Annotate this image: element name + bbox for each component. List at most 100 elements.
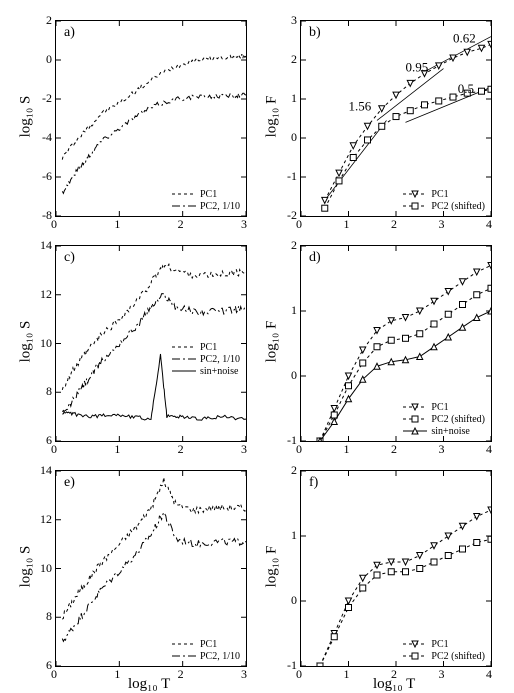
xtick: 4 <box>486 442 492 457</box>
panel-letter-a: a) <box>64 25 75 41</box>
xtick: 1 <box>114 667 120 682</box>
xtick: 1 <box>344 667 350 682</box>
ytick: 6 <box>46 433 52 448</box>
ytick: 14 <box>40 238 52 253</box>
ytick: 10 <box>40 561 52 576</box>
ylabel-d: log₁₀ F <box>263 321 280 363</box>
xtick: 1 <box>344 442 350 457</box>
xtick: 3 <box>241 667 247 682</box>
panel-letter-e: e) <box>64 475 75 491</box>
xtick: 2 <box>178 667 184 682</box>
xtick: 3 <box>439 442 445 457</box>
xtick: 2 <box>391 667 397 682</box>
legend-f: PC1PC2 (shifted) <box>403 638 485 662</box>
ytick: 1 <box>291 91 297 106</box>
legend-label: PC2, 1/10 <box>200 651 240 662</box>
chart-e <box>56 471 246 666</box>
legend-label: PC1 <box>200 189 217 200</box>
legend-label: PC1 <box>431 402 448 413</box>
ylabel-f: log₁₀ F <box>263 546 280 588</box>
panel-e: e) PC1PC2, 1/10 <box>55 470 247 667</box>
legend-item: PC1 <box>172 341 240 353</box>
xtick: 2 <box>178 442 184 457</box>
legend-label: PC1 <box>200 342 217 353</box>
legend-item: PC2, 1/10 <box>172 353 240 365</box>
ytick: 6 <box>46 658 52 673</box>
ytick: -1 <box>287 658 297 673</box>
ytick: 8 <box>46 609 52 624</box>
xtick: 3 <box>439 667 445 682</box>
legend-label: PC1 <box>200 639 217 650</box>
ylabel-c: log₁₀ S <box>17 321 34 363</box>
legend-label: PC2, 1/10 <box>200 354 240 365</box>
legend-item: PC2, 1/10 <box>172 200 240 212</box>
ytick: 0 <box>291 593 297 608</box>
legend-a: PC1PC2, 1/10 <box>172 188 240 212</box>
xtick: 3 <box>241 217 247 232</box>
legend-item: PC1 <box>172 188 240 200</box>
xtick: 1 <box>344 217 350 232</box>
ytick: 2 <box>291 238 297 253</box>
ylabel-b: log₁₀ F <box>263 96 280 138</box>
panel-f: f) PC1PC2 (shifted) <box>300 470 492 667</box>
ytick: -2 <box>287 208 297 223</box>
legend-label: PC1 <box>431 639 448 650</box>
ylabel-a: log₁₀ S <box>17 96 34 138</box>
panel-letter-f: f) <box>309 475 318 491</box>
legend-item: PC2 (shifted) <box>403 200 485 212</box>
legend-d: PC1PC2 (shifted)sin+noise <box>403 401 485 437</box>
legend-e: PC1PC2, 1/10 <box>172 638 240 662</box>
legend-item: sin+noise <box>172 365 240 377</box>
legend-item: PC1 <box>403 401 485 413</box>
ytick: 3 <box>291 13 297 28</box>
panel-a: a) PC1PC2, 1/10 <box>55 20 247 217</box>
legend-label: sin+noise <box>200 366 238 377</box>
legend-label: PC1 <box>431 189 448 200</box>
legend-item: PC1 <box>172 638 240 650</box>
xlabel-e: log₁₀ T <box>128 676 170 693</box>
ytick: -1 <box>287 433 297 448</box>
ytick: 14 <box>40 463 52 478</box>
legend-item: PC1 <box>403 638 485 650</box>
ytick: -8 <box>42 208 52 223</box>
ytick: -2 <box>42 91 52 106</box>
ytick: 1 <box>291 303 297 318</box>
chart-a <box>56 21 246 216</box>
panel-b: 1.560.950.620.5 b) PC1PC2 (shifted) <box>300 20 492 217</box>
xtick: 4 <box>486 217 492 232</box>
ytick: 2 <box>46 13 52 28</box>
xtick: 2 <box>391 217 397 232</box>
xtick: 1 <box>114 217 120 232</box>
xtick: 1 <box>114 442 120 457</box>
legend-item: PC2 (shifted) <box>403 650 485 662</box>
xtick: 3 <box>439 217 445 232</box>
panel-letter-c: c) <box>64 250 75 266</box>
svg-text:1.56: 1.56 <box>349 99 372 114</box>
xtick: 2 <box>391 442 397 457</box>
figure-container: a) PC1PC2, 1/10 log₁₀ S 1.560.950.620.5 … <box>0 0 514 693</box>
xtick: 4 <box>486 667 492 682</box>
legend-label: PC2, 1/10 <box>200 201 240 212</box>
legend-b: PC1PC2 (shifted) <box>403 188 485 212</box>
ytick: 0 <box>291 130 297 145</box>
ytick: -1 <box>287 169 297 184</box>
legend-item: PC2 (shifted) <box>403 413 485 425</box>
ytick: 2 <box>291 463 297 478</box>
legend-label: sin+noise <box>431 426 469 437</box>
ytick: 12 <box>40 287 52 302</box>
chart-b: 1.560.950.620.5 <box>301 21 491 216</box>
ytick: -6 <box>42 169 52 184</box>
panel-d: d) PC1PC2 (shifted)sin+noise <box>300 245 492 442</box>
ytick: 8 <box>46 384 52 399</box>
ytick: 10 <box>40 336 52 351</box>
legend-item: sin+noise <box>403 425 485 437</box>
legend-label: PC2 (shifted) <box>431 651 485 662</box>
panel-letter-b: b) <box>309 25 321 41</box>
ytick: 0 <box>291 368 297 383</box>
panel-c: c) PC1PC2, 1/10sin+noise <box>55 245 247 442</box>
ytick: 1 <box>291 528 297 543</box>
svg-text:0.62: 0.62 <box>453 30 476 45</box>
xtick: 3 <box>241 442 247 457</box>
legend-c: PC1PC2, 1/10sin+noise <box>172 341 240 377</box>
legend-item: PC1 <box>403 188 485 200</box>
